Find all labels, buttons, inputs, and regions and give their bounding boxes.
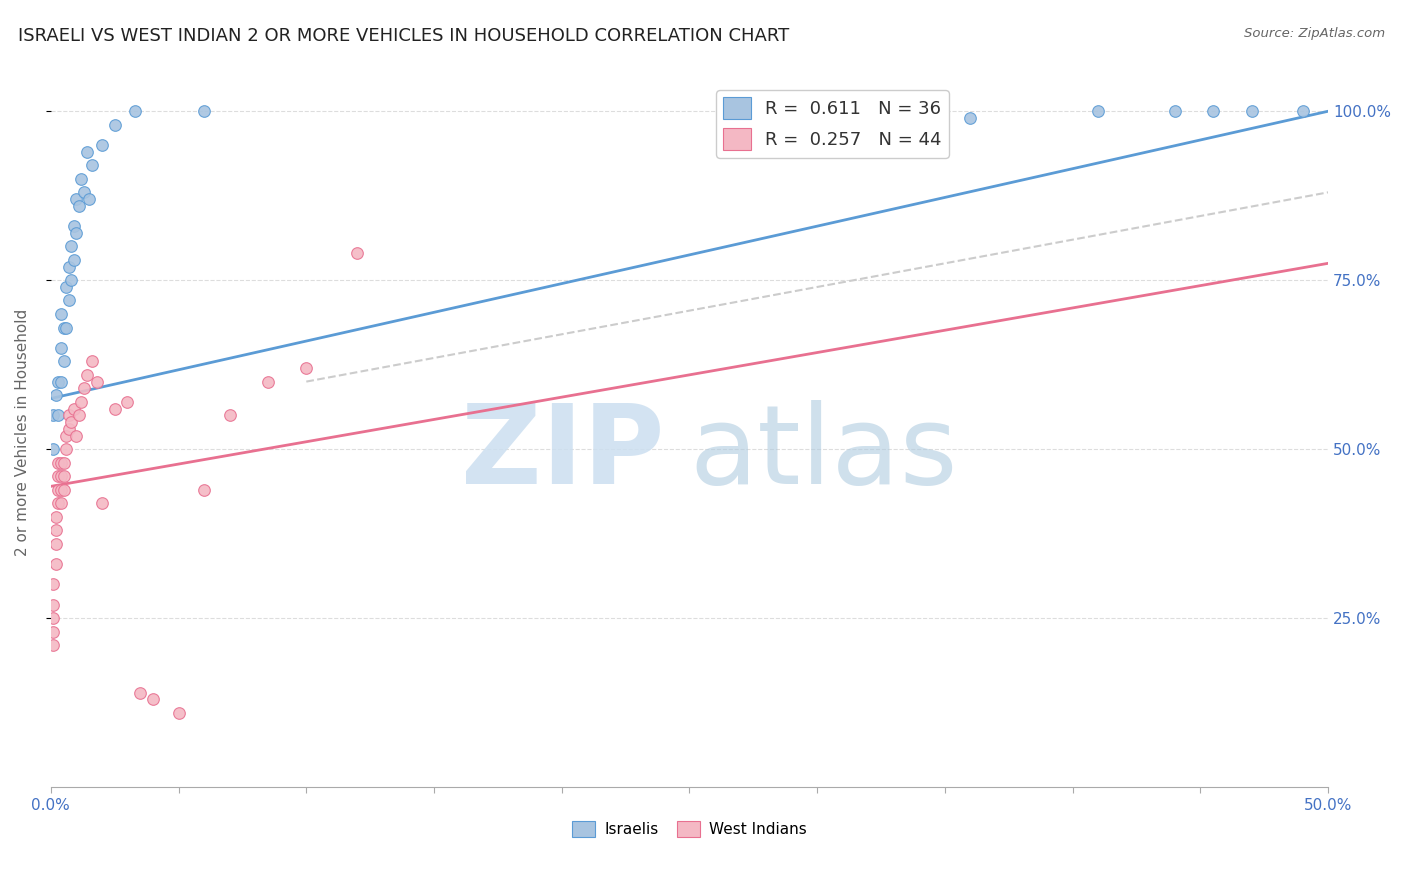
Point <box>1164 104 1187 119</box>
Point <box>49 483 72 497</box>
Point <box>218 409 240 423</box>
Point <box>60 239 83 253</box>
Point <box>45 537 67 551</box>
Point <box>45 557 67 571</box>
Point <box>1291 104 1313 119</box>
Point <box>48 469 70 483</box>
Point <box>346 246 368 260</box>
Point <box>58 260 80 274</box>
Point <box>90 138 112 153</box>
Point <box>45 524 67 538</box>
Text: Source: ZipAtlas.com: Source: ZipAtlas.com <box>1244 27 1385 40</box>
Point <box>117 395 139 409</box>
Point <box>52 456 75 470</box>
Point <box>45 388 67 402</box>
Point <box>49 469 72 483</box>
Point <box>257 375 280 389</box>
Text: atlas: atlas <box>689 401 957 507</box>
Point <box>60 273 83 287</box>
Point <box>52 320 75 334</box>
Point <box>48 409 70 423</box>
Point <box>76 145 98 159</box>
Point <box>55 428 77 442</box>
Point <box>73 381 96 395</box>
Point <box>124 104 146 119</box>
Point <box>49 496 72 510</box>
Y-axis label: 2 or more Vehicles in Household: 2 or more Vehicles in Household <box>15 309 30 556</box>
Point <box>167 706 190 720</box>
Point <box>63 401 86 416</box>
Point <box>60 415 83 429</box>
Point <box>80 354 103 368</box>
Point <box>52 354 75 368</box>
Point <box>77 192 100 206</box>
Point <box>80 158 103 172</box>
Point <box>295 361 318 376</box>
Point <box>193 104 215 119</box>
Point <box>63 252 86 267</box>
Point <box>67 409 90 423</box>
Point <box>48 483 70 497</box>
Point <box>959 111 981 125</box>
Point <box>42 598 65 612</box>
Text: ZIP: ZIP <box>461 401 664 507</box>
Legend: Israelis, West Indians: Israelis, West Indians <box>567 815 813 843</box>
Point <box>1087 104 1109 119</box>
Point <box>129 685 152 699</box>
Point <box>45 509 67 524</box>
Point <box>67 199 90 213</box>
Point <box>42 577 65 591</box>
Point <box>49 375 72 389</box>
Point <box>70 171 93 186</box>
Point <box>52 483 75 497</box>
Point <box>73 186 96 200</box>
Point <box>42 624 65 639</box>
Point <box>49 341 72 355</box>
Point <box>52 469 75 483</box>
Point <box>48 456 70 470</box>
Point <box>76 368 98 382</box>
Point <box>193 483 215 497</box>
Point <box>63 219 86 234</box>
Point <box>58 293 80 308</box>
Point <box>49 307 72 321</box>
Point <box>49 456 72 470</box>
Point <box>42 409 65 423</box>
Point <box>90 496 112 510</box>
Point <box>104 401 127 416</box>
Point <box>1202 104 1225 119</box>
Point <box>55 442 77 457</box>
Point <box>58 422 80 436</box>
Point <box>58 409 80 423</box>
Point <box>42 442 65 457</box>
Point <box>42 611 65 625</box>
Point <box>70 395 93 409</box>
Point <box>48 375 70 389</box>
Point <box>65 428 87 442</box>
Point <box>65 192 87 206</box>
Point <box>42 638 65 652</box>
Point <box>86 375 108 389</box>
Point <box>48 496 70 510</box>
Text: ISRAELI VS WEST INDIAN 2 OR MORE VEHICLES IN HOUSEHOLD CORRELATION CHART: ISRAELI VS WEST INDIAN 2 OR MORE VEHICLE… <box>18 27 790 45</box>
Point <box>104 118 127 132</box>
Point <box>55 280 77 294</box>
Point <box>65 226 87 240</box>
Point <box>55 320 77 334</box>
Point <box>1240 104 1263 119</box>
Point <box>142 692 165 706</box>
